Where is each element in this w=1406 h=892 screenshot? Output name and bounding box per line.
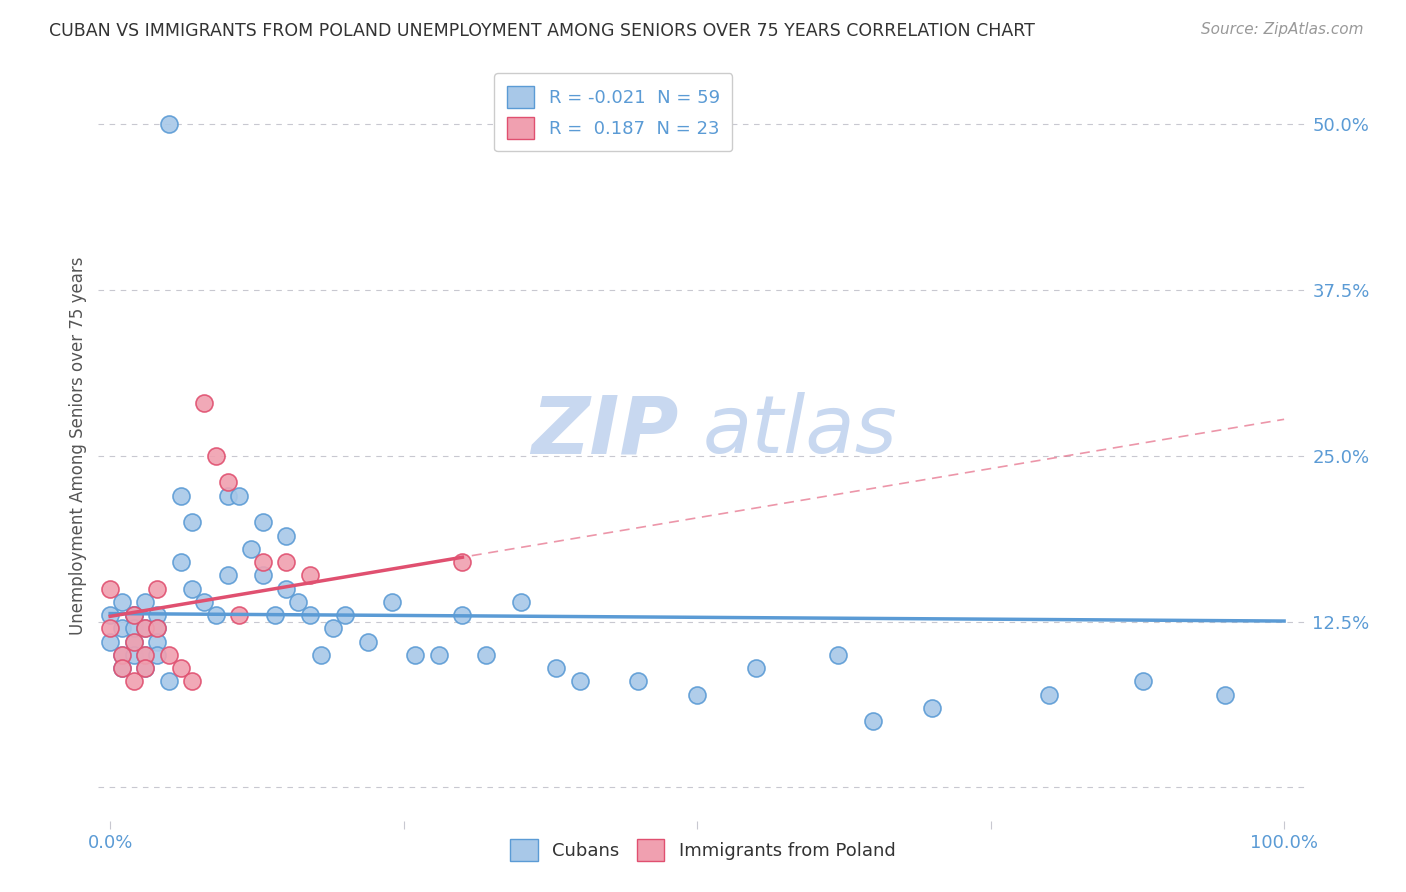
Text: Source: ZipAtlas.com: Source: ZipAtlas.com — [1201, 22, 1364, 37]
Point — [298, 568, 321, 582]
Point — [475, 648, 498, 662]
Point — [686, 688, 709, 702]
Point — [98, 621, 121, 635]
Point — [111, 648, 134, 662]
Point — [322, 621, 344, 635]
Point — [111, 661, 134, 675]
Point — [157, 674, 180, 689]
Point — [204, 449, 226, 463]
Point — [146, 621, 169, 635]
Point — [228, 608, 250, 623]
Point — [193, 595, 215, 609]
Point — [181, 674, 204, 689]
Point — [134, 661, 156, 675]
Point — [627, 674, 650, 689]
Point — [510, 595, 533, 609]
Point — [98, 608, 121, 623]
Point — [546, 661, 568, 675]
Point — [404, 648, 426, 662]
Point — [745, 661, 768, 675]
Point — [276, 528, 298, 542]
Point — [263, 608, 285, 623]
Point — [169, 555, 191, 569]
Point — [333, 608, 356, 623]
Point — [157, 648, 180, 662]
Point — [146, 648, 169, 662]
Point — [146, 608, 169, 623]
Point — [451, 608, 474, 623]
Point — [134, 648, 156, 662]
Point — [134, 621, 156, 635]
Point — [217, 475, 239, 490]
Point — [381, 595, 404, 609]
Point — [181, 582, 204, 596]
Text: atlas: atlas — [703, 392, 898, 470]
Point — [122, 608, 145, 623]
Point — [287, 595, 309, 609]
Point — [1215, 688, 1237, 702]
Point — [1132, 674, 1154, 689]
Text: CUBAN VS IMMIGRANTS FROM POLAND UNEMPLOYMENT AMONG SENIORS OVER 75 YEARS CORRELA: CUBAN VS IMMIGRANTS FROM POLAND UNEMPLOY… — [49, 22, 1035, 40]
Point — [252, 555, 274, 569]
Point — [921, 701, 943, 715]
Point — [181, 515, 204, 529]
Point — [240, 541, 263, 556]
Point — [146, 621, 169, 635]
Point — [122, 608, 145, 623]
Point — [276, 555, 298, 569]
Point — [146, 582, 169, 596]
Point — [134, 621, 156, 635]
Point — [169, 489, 191, 503]
Point — [357, 634, 380, 648]
Point — [122, 634, 145, 648]
Point — [134, 661, 156, 675]
Point — [122, 634, 145, 648]
Point — [252, 515, 274, 529]
Point — [1038, 688, 1060, 702]
Point — [193, 396, 215, 410]
Point — [204, 608, 226, 623]
Point — [146, 634, 169, 648]
Point — [111, 648, 134, 662]
Point — [427, 648, 450, 662]
Point — [98, 634, 121, 648]
Point — [111, 621, 134, 635]
Text: ZIP: ZIP — [531, 392, 679, 470]
Point — [217, 568, 239, 582]
Point — [217, 489, 239, 503]
Point — [111, 595, 134, 609]
Point — [252, 568, 274, 582]
Y-axis label: Unemployment Among Seniors over 75 years: Unemployment Among Seniors over 75 years — [69, 257, 87, 635]
Point — [134, 595, 156, 609]
Point — [134, 648, 156, 662]
Point — [122, 621, 145, 635]
Point — [98, 582, 121, 596]
Point — [122, 608, 145, 623]
Point — [122, 674, 145, 689]
Point — [311, 648, 333, 662]
Point — [111, 661, 134, 675]
Point — [451, 555, 474, 569]
Point — [827, 648, 849, 662]
Point — [169, 661, 191, 675]
Point — [228, 489, 250, 503]
Point — [568, 674, 591, 689]
Point — [276, 582, 298, 596]
Point — [298, 608, 321, 623]
Point — [122, 648, 145, 662]
Point — [862, 714, 884, 728]
Point — [157, 117, 180, 131]
Legend: Cubans, Immigrants from Poland: Cubans, Immigrants from Poland — [503, 831, 903, 868]
